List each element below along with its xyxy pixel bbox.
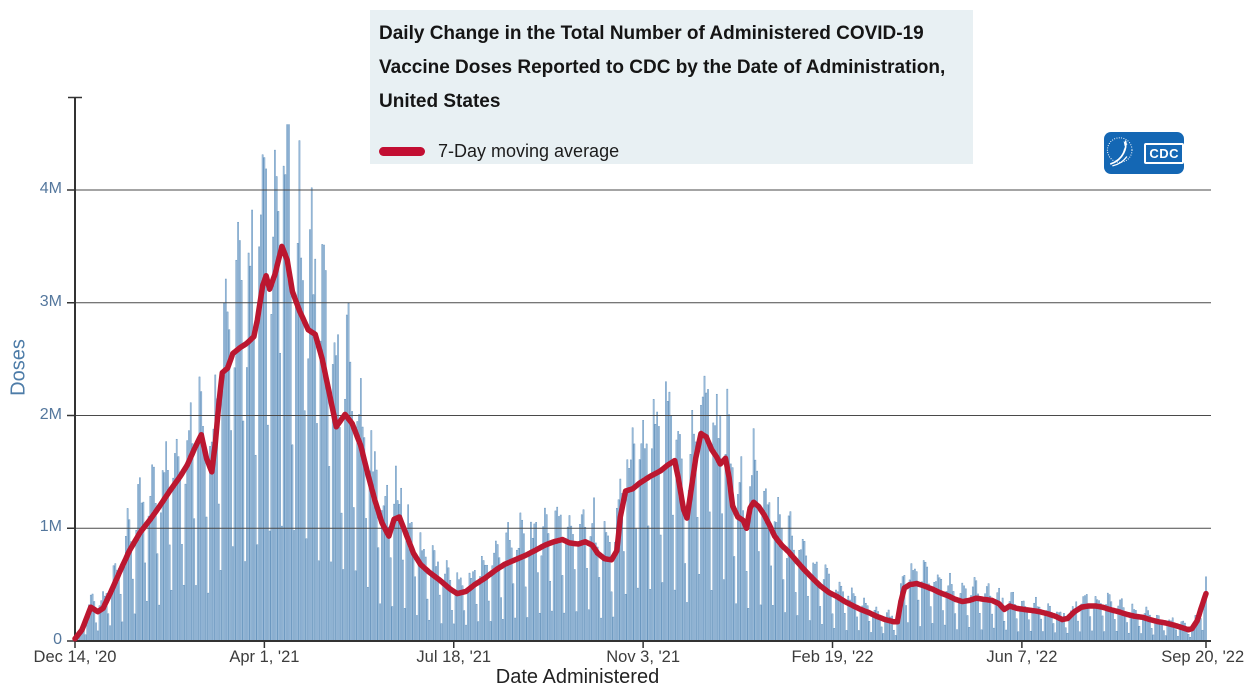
x-tick-nov3-21: Nov 3, '21 xyxy=(606,648,681,666)
x-tick-sep20-22: Sep 20, '22 xyxy=(1161,648,1245,666)
x-tick-apr1-21: Apr 1, '21 xyxy=(229,648,300,666)
chart-title-box: Daily Change in the Total Number of Admi… xyxy=(370,10,973,164)
x-tick-dec14-20: Dec 14, '20 xyxy=(33,648,117,666)
y-axis-tick-label-3m: 3M xyxy=(39,292,62,310)
legend-label: 7-Day moving average xyxy=(438,141,620,161)
y-axis-title: Doses xyxy=(7,339,30,396)
y-axis-tick-label-1m: 1M xyxy=(39,518,62,536)
cdc-logo: CDC xyxy=(1104,132,1184,174)
x-tick-jun7-22: Jun 7, '22 xyxy=(986,648,1058,666)
legend: 7-Day moving average xyxy=(379,141,619,162)
x-axis-title: Date Administered xyxy=(495,666,660,688)
x-tick-jul18-21: Jul 18, '21 xyxy=(416,648,492,666)
legend-line-swatch xyxy=(379,147,425,156)
y-axis-tick-label-0: 0 xyxy=(53,631,62,648)
x-tick-feb19-22: Feb 19, '22 xyxy=(791,648,874,666)
y-axis-tick-label-4m: 4M xyxy=(39,180,62,197)
hhs-eagle-icon xyxy=(1106,137,1133,167)
page-title: Daily Change in the Total Number of Admi… xyxy=(379,23,946,112)
y-axis-tick-label-2m: 2M xyxy=(39,405,62,423)
cdc-logo-text: CDC xyxy=(1144,142,1184,164)
